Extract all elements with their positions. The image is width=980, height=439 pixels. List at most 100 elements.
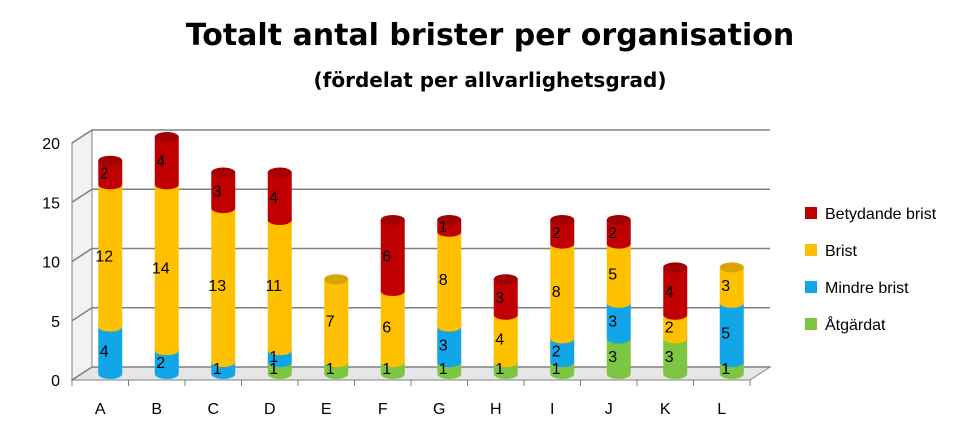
y-tick-label: 0 <box>51 373 60 390</box>
gridline <box>71 129 770 144</box>
grid-layer <box>70 129 772 381</box>
x-tick-label: J <box>605 401 613 418</box>
bar-segment-body <box>98 326 123 379</box>
bar-segment-body <box>493 279 518 320</box>
bar-segment-body <box>606 302 631 344</box>
y-tick-label: 15 <box>42 195 60 212</box>
bar-segment-body <box>267 219 292 356</box>
data-label: 3 <box>665 349 674 366</box>
bar-segment-body <box>211 172 236 214</box>
data-label: 1 <box>439 361 448 378</box>
bars-layer <box>98 132 744 379</box>
bar-segment-top <box>98 155 123 166</box>
bar-segment-body <box>154 137 179 190</box>
data-label: 4 <box>100 343 109 360</box>
data-label: 3 <box>439 337 448 354</box>
x-tick-label: L <box>717 401 726 418</box>
legend: Betydande brist Brist Mindre brist Åtgärdat <box>805 206 937 334</box>
bar-segment-body <box>663 314 688 344</box>
data-label: 8 <box>439 272 448 289</box>
x-tick-label: A <box>95 401 106 418</box>
x-tick-label: H <box>490 401 502 418</box>
bar-segment-top <box>606 214 631 225</box>
data-label: 5 <box>608 266 617 283</box>
legend-item: Brist <box>805 243 858 260</box>
data-label: 4 <box>495 331 504 348</box>
bar-segment-body <box>437 231 462 332</box>
data-label: 4 <box>156 154 165 171</box>
y-tick-label: 20 <box>42 136 60 153</box>
data-label: 2 <box>665 320 674 337</box>
bar-segment-body <box>606 219 631 249</box>
legend-swatch <box>805 281 817 293</box>
data-label: 3 <box>495 290 504 307</box>
bar-segment-top <box>550 214 575 225</box>
data-label: 2 <box>100 166 109 183</box>
legend-item: Betydande brist <box>805 206 937 223</box>
gridline <box>71 306 770 322</box>
legend-item: Mindre brist <box>805 280 909 297</box>
data-label: 1 <box>495 361 504 378</box>
data-label: 2 <box>552 343 561 360</box>
data-label: 3 <box>721 278 730 295</box>
bar-segment <box>267 167 292 225</box>
bar-segment-top <box>211 167 236 178</box>
labels-layer: 4122214411331111417166138114312823352324… <box>95 154 730 378</box>
y-tick-label: 10 <box>42 255 60 272</box>
data-label: 5 <box>721 326 730 343</box>
bar-segment <box>719 262 744 308</box>
bar-segment-body <box>380 291 405 368</box>
data-label: 1 <box>213 361 222 378</box>
data-label: 6 <box>382 249 391 266</box>
legend-item: Åtgärdat <box>805 315 886 334</box>
y-tick-label: 5 <box>51 314 60 331</box>
data-label: 3 <box>213 183 222 200</box>
x-tick-label: I <box>550 401 554 418</box>
x-tick-label: F <box>378 401 388 418</box>
data-label: 3 <box>608 349 617 366</box>
data-label: 1 <box>439 219 448 236</box>
legend-label: Mindre brist <box>825 280 909 297</box>
x-tick-label: G <box>433 401 445 418</box>
gridline <box>71 247 770 263</box>
data-label: 1 <box>326 361 335 378</box>
data-label: 8 <box>552 284 561 301</box>
data-label: 4 <box>269 189 278 206</box>
bar-segment-body <box>380 219 405 297</box>
data-label: 1 <box>269 361 278 378</box>
bar-segment-body <box>98 184 123 332</box>
bar-segment-top <box>437 214 462 225</box>
legend-swatch <box>805 207 817 219</box>
bar-segment-body <box>493 314 518 368</box>
chart-subtitle: (fördelat per allvarlighetsgrad) <box>313 68 667 92</box>
data-label: 7 <box>326 314 335 331</box>
bar-segment-top <box>154 132 179 142</box>
x-tick-label: D <box>264 401 276 418</box>
data-label: 1 <box>721 361 730 378</box>
bar-segment <box>380 214 405 297</box>
data-label: 1 <box>382 361 391 378</box>
bar-segment <box>154 132 179 190</box>
bar-segment-body <box>437 326 462 368</box>
x-tick-label: C <box>207 401 219 418</box>
data-label: 6 <box>382 320 391 337</box>
data-label: 14 <box>152 260 170 277</box>
bar-segment <box>493 274 518 320</box>
data-label: 1 <box>552 361 561 378</box>
data-label: 11 <box>265 278 282 295</box>
bar-segment-body <box>663 338 688 379</box>
bar-segment-body <box>211 208 236 368</box>
data-label: 13 <box>208 278 226 295</box>
bar-segment <box>437 214 462 237</box>
bar-segment <box>211 167 236 214</box>
bar-segment-body <box>550 219 575 249</box>
bar-segment-top <box>493 274 518 285</box>
bar-segment <box>663 262 688 320</box>
data-label: 12 <box>95 249 113 266</box>
x-tick-label: K <box>660 401 671 418</box>
legend-swatch <box>805 318 817 330</box>
bar-segment-body <box>663 267 688 320</box>
bar-segment <box>550 214 575 249</box>
